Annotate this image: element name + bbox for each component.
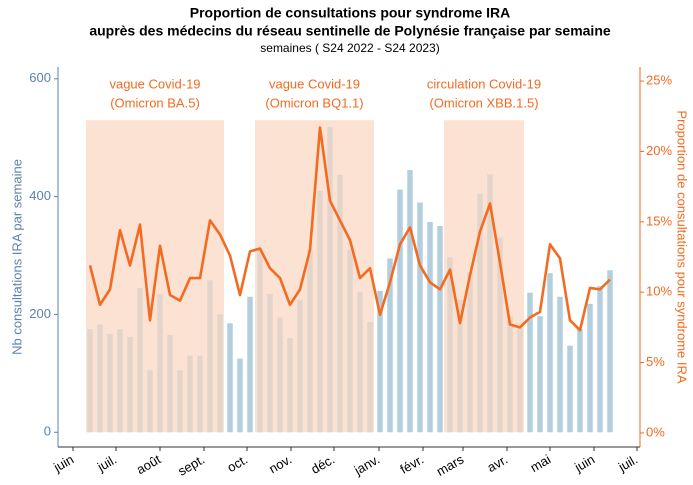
x-tick-label: juil. xyxy=(94,452,119,475)
x-tick-label: sept. xyxy=(175,452,207,479)
y2-tick-label: 0% xyxy=(646,424,665,439)
x-tick-label: avr. xyxy=(485,452,511,475)
x-tick-label: févr. xyxy=(397,452,426,477)
y2-tick-label: 20% xyxy=(646,143,672,158)
x-tick-label: juin xyxy=(571,452,597,476)
annotation-text: (Omicron BQ1.1) xyxy=(265,95,363,110)
y-tick-label: 400 xyxy=(29,188,51,203)
y-tick-label: 600 xyxy=(29,70,51,85)
annotation-text: vague Covid-19 xyxy=(109,76,200,91)
x-tick-label: juin xyxy=(50,452,76,476)
chart-subtitle: semaines ( S24 2022 - S24 2023) xyxy=(260,41,439,55)
bar xyxy=(527,292,533,433)
annotation-band xyxy=(255,120,374,433)
x-tick-label: nov. xyxy=(266,452,294,477)
y-tick-label: 0 xyxy=(44,424,51,439)
bar xyxy=(577,329,583,433)
y2-tick-label: 25% xyxy=(646,73,672,88)
bar xyxy=(417,202,423,433)
bar xyxy=(377,290,383,433)
bar xyxy=(597,286,603,433)
annotation-band xyxy=(444,120,524,433)
bar xyxy=(547,273,553,433)
bar xyxy=(387,258,393,433)
annotation-text: (Omicron XBB.1.5) xyxy=(429,95,538,110)
bar xyxy=(437,226,443,433)
y2-axis-title: Proportion de consultations pour syndrom… xyxy=(675,110,690,383)
bar xyxy=(397,189,403,433)
bar xyxy=(427,221,433,433)
bar xyxy=(407,170,413,433)
bar xyxy=(607,270,613,433)
bar xyxy=(537,316,543,433)
chart-title: auprès des médecins du réseau sentinelle… xyxy=(89,23,611,39)
bar xyxy=(567,345,573,433)
x-tick-label: oct. xyxy=(225,452,251,475)
y2-tick-label: 10% xyxy=(646,284,672,299)
bar xyxy=(237,358,243,433)
bar xyxy=(227,323,233,433)
x-tick-label: août xyxy=(134,451,164,477)
x-tick-label: déc. xyxy=(308,452,337,477)
annotation-text: circulation Covid-19 xyxy=(427,76,541,91)
y2-tick-label: 15% xyxy=(646,213,672,228)
x-tick-label: mai xyxy=(528,452,554,476)
x-tick-label: juil. xyxy=(615,452,640,475)
y-tick-label: 200 xyxy=(29,306,51,321)
chart-title: Proportion de consultations pour syndrom… xyxy=(190,5,510,21)
y-axis-title: Nb consultations IRA par semaine xyxy=(9,159,24,355)
bar xyxy=(557,296,563,433)
x-tick-label: mars xyxy=(434,451,467,479)
x-tick-label: janv. xyxy=(351,452,382,479)
line xyxy=(88,126,611,332)
bar xyxy=(247,296,253,433)
bar xyxy=(587,303,593,433)
annotation-text: vague Covid-19 xyxy=(269,76,360,91)
annotation-text: (Omicron BA.5) xyxy=(110,95,200,110)
y2-tick-label: 5% xyxy=(646,354,665,369)
